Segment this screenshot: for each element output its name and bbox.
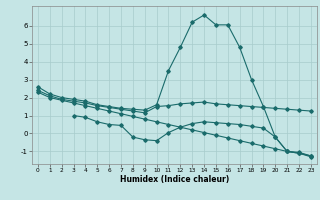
X-axis label: Humidex (Indice chaleur): Humidex (Indice chaleur) xyxy=(120,175,229,184)
